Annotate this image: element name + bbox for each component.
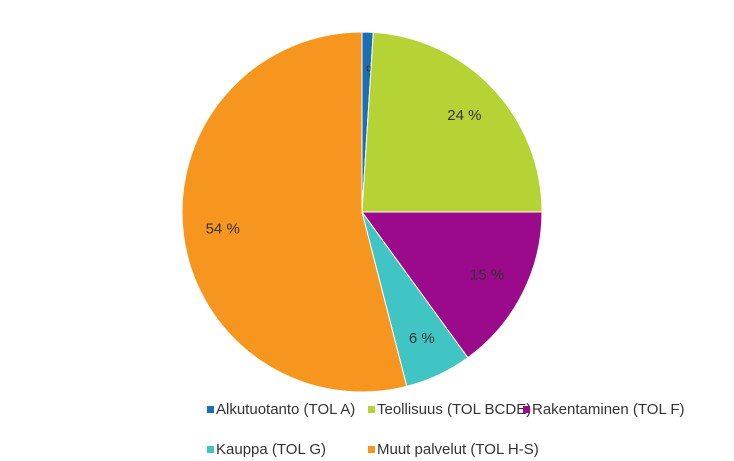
legend-label: Rakentaminen (TOL F) [532,401,685,418]
legend-swatch [523,406,530,413]
legend-label: Teollisuus (TOL BCDE) [377,401,531,418]
legend-swatch [207,406,214,413]
legend-label: Alkutuotanto (TOL A) [216,401,355,418]
data-label: 24 % [447,107,481,124]
legend-label: Kauppa (TOL G) [216,441,326,458]
legend-swatch [368,406,375,413]
legend-swatch [207,446,214,453]
pie-slice [181,31,408,393]
legend-label: Muut palvelut (TOL H-S) [377,441,539,458]
pie-slice [361,31,543,213]
data-label: 6 % [409,330,435,347]
data-label: 54 % [206,221,240,238]
data-label: 15 % [470,267,504,284]
pie-slice [361,211,543,359]
legend-swatch [368,446,375,453]
